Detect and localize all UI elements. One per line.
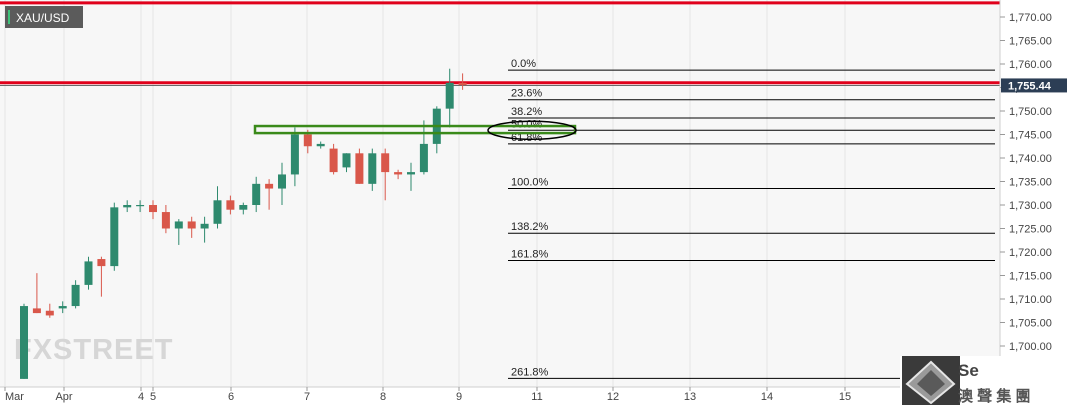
vertical-grid [4, 0, 846, 387]
y-tick-label: 1,745.00 [1009, 130, 1052, 142]
symbol-badge-bg [5, 6, 83, 28]
x-tick-label: Mar [5, 391, 24, 403]
x-tick-label: 14 [761, 391, 773, 403]
y-tick-label: 1,725.00 [1009, 224, 1052, 236]
y-tick-label: 1,760.00 [1009, 59, 1052, 71]
candle-body [342, 153, 351, 168]
candle-body [161, 212, 170, 229]
fib-label: 38.2% [511, 106, 542, 118]
candle-body [58, 306, 67, 309]
current-price-label: 1,755.44 [1001, 78, 1067, 93]
candle-body [110, 207, 119, 267]
price-label-text: 1,755.44 [1008, 80, 1052, 92]
corner-logo: Se 澳 聲 集 團 [900, 356, 1067, 407]
candle-body [97, 259, 106, 267]
candle-body [278, 174, 286, 189]
candle-body [407, 172, 415, 175]
fib-label: 100.0% [511, 177, 549, 189]
symbol-badge-marker [8, 10, 10, 24]
svg-text:FXSTREET: FXSTREET [14, 334, 173, 366]
x-axis: Mar Apr 4 5 6 7 8 9 11 12 13 14 15 [4, 387, 851, 403]
y-tick-label: 1,750.00 [1009, 106, 1052, 118]
x-tick-label: 12 [607, 391, 619, 403]
candle-body [458, 82, 467, 86]
x-tick-label: 5 [150, 391, 156, 403]
candle-body [355, 153, 364, 184]
y-tick-label: 1,730.00 [1009, 200, 1052, 212]
x-tick-label: Apr [55, 391, 72, 403]
candle-body [149, 205, 157, 213]
x-tick-label: 13 [684, 391, 696, 403]
fib-label: 61.8% [511, 132, 542, 144]
candle-body [329, 148, 338, 173]
x-tick-label: 4 [138, 391, 144, 403]
fib-label: 261.8% [511, 366, 549, 378]
candle-body [32, 308, 41, 314]
corner-logo-text-1: Se [958, 361, 979, 380]
symbol-badge[interactable]: XAU/USD [5, 6, 83, 28]
y-tick-label: 1,770.00 [1009, 12, 1052, 24]
candle-body [45, 310, 54, 316]
candle-body [265, 183, 274, 189]
candle-body [174, 221, 183, 229]
candle-body [394, 172, 403, 175]
diamond-inner-icon [917, 370, 945, 396]
candle-body [136, 205, 145, 207]
y-tick-label: 1,705.00 [1009, 318, 1052, 330]
resistance-lines [0, 1, 1000, 86]
y-tick-label: 1,735.00 [1009, 177, 1052, 189]
candle-body [213, 200, 222, 224]
symbol-label: XAU/USD [16, 11, 70, 25]
fibonacci-levels: 0.0% 23.6% 38.2%50.0% 61.8% 100.0% 138.2% 161.… [508, 58, 995, 379]
candle-body [20, 306, 28, 379]
x-tick-label: 15 [839, 391, 851, 403]
y-tick-label: 1,740.00 [1009, 153, 1052, 165]
y-tick-label: 1,765.00 [1009, 36, 1052, 48]
zone-rect [253, 124, 577, 135]
fib-label: 161.8% [511, 248, 549, 260]
fib-label: 50.0% [511, 118, 542, 130]
candle-body [239, 205, 248, 210]
candle-body [445, 82, 454, 109]
fib-label: 0.0% [511, 58, 536, 70]
x-tick-label: 7 [304, 391, 310, 403]
candle-body [252, 183, 261, 205]
candle-body [381, 153, 390, 173]
candle-body [419, 143, 428, 173]
candle-body [226, 200, 235, 210]
plot-area [0, 0, 1000, 387]
candle-body [303, 134, 312, 147]
y-tick-label: 1,720.00 [1009, 247, 1052, 259]
fib-label: 138.2% [511, 221, 549, 233]
price-label-bg [1001, 78, 1067, 93]
candle-body [123, 205, 132, 208]
candle-body [187, 221, 196, 229]
y-tick-label: 1,700.00 [1009, 341, 1052, 353]
fib-label: 23.6% [511, 88, 542, 100]
candle-body [290, 134, 299, 175]
support-zone [253, 124, 577, 135]
candle-body [84, 261, 93, 285]
x-tick-label: 8 [380, 391, 386, 403]
corner-logo-text-2: 澳 聲 集 團 [958, 387, 1031, 405]
fib-50-ellipse [487, 120, 577, 141]
candle-body [71, 284, 80, 307]
x-tick-label: 6 [228, 391, 234, 403]
y-tick-label: 1,715.00 [1009, 271, 1052, 283]
candle-body [200, 223, 209, 229]
y-tick-label: 1,710.00 [1009, 294, 1052, 306]
fib-50-ellipse-shape [487, 120, 577, 141]
fxstreet-watermark: FXSTREET [14, 334, 173, 366]
x-tick-label: 9 [456, 391, 462, 403]
candle-body [316, 143, 325, 147]
candle-body [368, 153, 377, 184]
x-tick-label: 11 [531, 391, 542, 403]
y-axis: 1,700.00 1,705.00 1,710.00 1,715.00 1,720.00… [1000, 12, 1052, 353]
